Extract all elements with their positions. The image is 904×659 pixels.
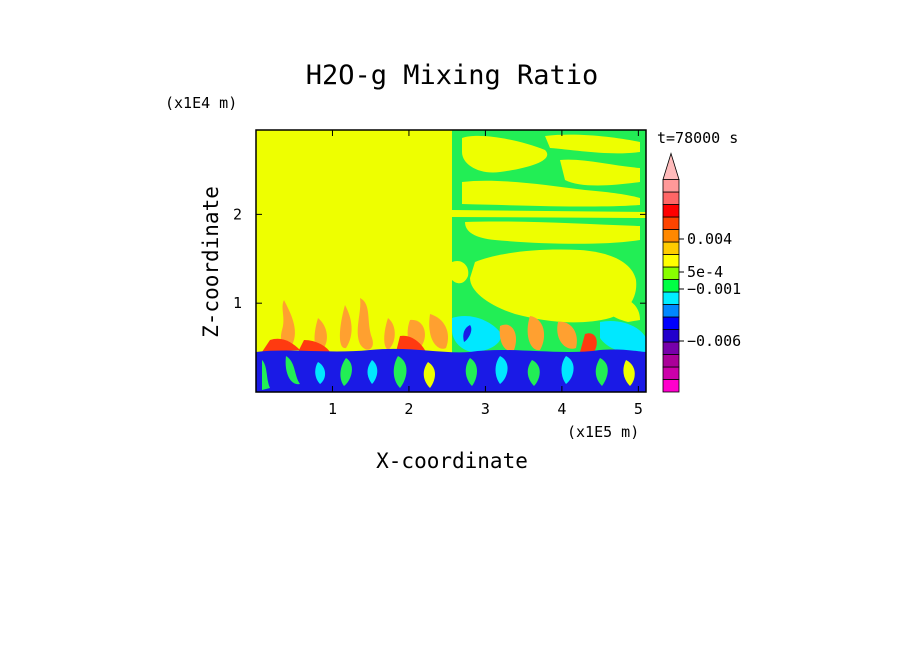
- field-plume: [339, 305, 352, 349]
- colorbar-segment: [662, 379, 680, 393]
- colorbar-segment: [662, 316, 680, 330]
- colorbar-segment: [662, 341, 680, 355]
- field-plume: [557, 321, 577, 349]
- x-axis-ticks: 1 2 3 4 5: [328, 130, 643, 418]
- field-patch: [462, 180, 640, 207]
- x-tick-label: 5: [634, 400, 643, 418]
- field-patch: [393, 356, 407, 388]
- field-plume: [357, 298, 373, 350]
- field-patch: [285, 356, 300, 385]
- colorbar-segment: [662, 354, 680, 368]
- colorbar-segment: [662, 279, 680, 293]
- colorbar-segment: [662, 304, 680, 318]
- y-tick-label: 1: [233, 294, 242, 312]
- y-scale-label: (x1E4 m): [165, 94, 237, 112]
- field-patch: [527, 360, 540, 386]
- field-plume: [580, 333, 597, 352]
- time-label: t=78000 s: [657, 129, 738, 147]
- mixing-ratio-field: [256, 130, 646, 392]
- colorbar-segment: [662, 291, 680, 305]
- y-tick-label: 2: [233, 205, 242, 223]
- colorbar-segment: [662, 329, 680, 343]
- field-patch: [560, 159, 640, 186]
- field-patch: [452, 260, 469, 284]
- field-boundary-layer: [256, 348, 646, 392]
- field-patch: [340, 358, 352, 386]
- colorbar-segment: [662, 191, 680, 205]
- field-plume: [262, 338, 300, 352]
- field-patch: [315, 362, 326, 384]
- field-patch: [367, 360, 378, 384]
- field-patch: [462, 135, 548, 173]
- field-patch: [262, 360, 270, 390]
- field-patch: [561, 356, 574, 384]
- field-plume: [384, 318, 395, 350]
- colorbar-label: 0.004: [687, 230, 732, 248]
- plot-frame: [255, 129, 647, 393]
- colorbar-segment: [662, 266, 680, 280]
- x-tick-label: 2: [404, 400, 413, 418]
- field-plume: [429, 314, 449, 349]
- field-patch: [452, 315, 501, 352]
- colorbar-label: −0.006: [687, 332, 741, 350]
- colorbar-segment: [662, 179, 680, 193]
- colorbar-label: 5e-4: [687, 263, 723, 281]
- field-patch: [600, 295, 640, 322]
- colorbar-segment: [662, 204, 680, 218]
- colorbar: 0.004 5e-4−0.001 −0.006: [662, 152, 741, 393]
- field-patch: [600, 320, 646, 354]
- colorbar-segment: [662, 366, 680, 380]
- field-patch: [595, 358, 608, 386]
- chart-title: H2O-g Mixing Ratio: [306, 60, 599, 91]
- field-patch: [463, 325, 472, 342]
- field-patch: [470, 249, 637, 323]
- field-plume: [527, 316, 545, 351]
- colorbar-arrow: [662, 152, 680, 180]
- colorbar-segment: [662, 241, 680, 255]
- field-patch: [465, 221, 640, 244]
- colorbar-label: −0.001: [687, 280, 741, 298]
- x-tick-label: 3: [481, 400, 490, 418]
- x-scale-label: (x1E5 m): [567, 423, 639, 441]
- x-tick-label: 4: [557, 400, 566, 418]
- field-patch: [623, 360, 635, 386]
- colorbar-segment: [662, 229, 680, 243]
- colorbar-segment: [662, 216, 680, 230]
- y-axis-ticks: 12: [233, 205, 646, 312]
- x-axis-title: X-coordinate: [376, 449, 528, 473]
- field-plume: [314, 318, 327, 351]
- field-plume: [280, 300, 295, 348]
- x-tick-label: 1: [328, 400, 337, 418]
- y-axis-title: Z-coordinate: [199, 186, 223, 338]
- field-plume: [396, 335, 426, 352]
- field-patch: [545, 134, 640, 154]
- colorbar-segment: [662, 254, 680, 268]
- field-plume: [298, 340, 330, 352]
- field-patch: [452, 210, 646, 218]
- field-patch: [495, 356, 508, 384]
- field-patch: [423, 362, 435, 388]
- field-patch: [465, 358, 477, 386]
- field-plume: [499, 324, 517, 351]
